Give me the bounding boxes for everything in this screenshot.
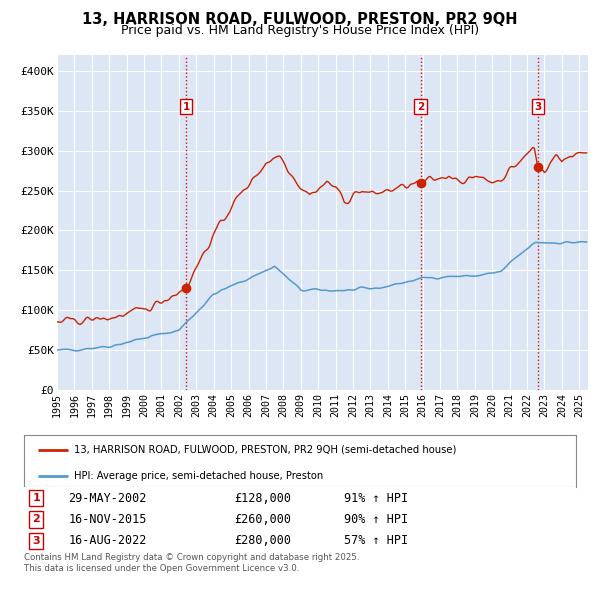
Text: 2: 2 bbox=[417, 102, 424, 112]
Text: Contains HM Land Registry data © Crown copyright and database right 2025.
This d: Contains HM Land Registry data © Crown c… bbox=[24, 553, 359, 572]
Text: £260,000: £260,000 bbox=[234, 513, 291, 526]
Text: 91% ↑ HPI: 91% ↑ HPI bbox=[344, 491, 408, 504]
Text: HPI: Average price, semi-detached house, Preston: HPI: Average price, semi-detached house,… bbox=[74, 471, 323, 481]
Text: 3: 3 bbox=[32, 536, 40, 546]
Text: 3: 3 bbox=[534, 102, 541, 112]
Text: 29-MAY-2002: 29-MAY-2002 bbox=[68, 491, 146, 504]
Text: 1: 1 bbox=[32, 493, 40, 503]
Text: 1: 1 bbox=[182, 102, 190, 112]
Text: 13, HARRISON ROAD, FULWOOD, PRESTON, PR2 9QH (semi-detached house): 13, HARRISON ROAD, FULWOOD, PRESTON, PR2… bbox=[74, 444, 456, 454]
Text: 16-AUG-2022: 16-AUG-2022 bbox=[68, 535, 146, 548]
Text: 90% ↑ HPI: 90% ↑ HPI bbox=[344, 513, 408, 526]
Text: 13, HARRISON ROAD, FULWOOD, PRESTON, PR2 9QH: 13, HARRISON ROAD, FULWOOD, PRESTON, PR2… bbox=[82, 12, 518, 27]
Text: 57% ↑ HPI: 57% ↑ HPI bbox=[344, 535, 408, 548]
Text: 2: 2 bbox=[32, 514, 40, 525]
Text: Price paid vs. HM Land Registry's House Price Index (HPI): Price paid vs. HM Land Registry's House … bbox=[121, 24, 479, 37]
Text: £280,000: £280,000 bbox=[234, 535, 291, 548]
Text: 16-NOV-2015: 16-NOV-2015 bbox=[68, 513, 146, 526]
Text: £128,000: £128,000 bbox=[234, 491, 291, 504]
